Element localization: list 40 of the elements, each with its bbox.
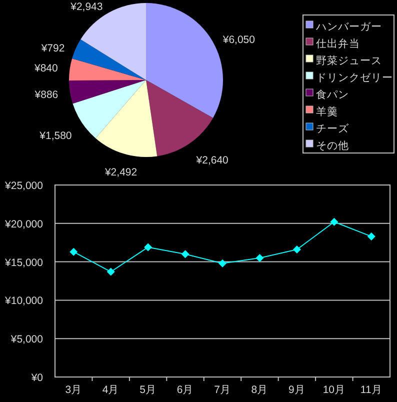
point bbox=[292, 246, 301, 254]
point bbox=[218, 259, 226, 268]
x-tick-label: 4月 bbox=[102, 384, 120, 396]
x-tick-label: 11月 bbox=[360, 384, 382, 396]
y-tick-label: ¥0 bbox=[30, 372, 44, 384]
y-tick-label: ¥5,000 bbox=[10, 334, 44, 346]
data-label: ¥2,640 bbox=[195, 154, 229, 166]
point bbox=[330, 218, 338, 226]
y-tick-label: ¥15,000 bbox=[4, 256, 44, 269]
point bbox=[256, 254, 264, 262]
x-tick-label: 3月 bbox=[65, 384, 82, 396]
y-tick-label: ¥10,000 bbox=[4, 295, 44, 308]
legend-label: ドリンクゼリー bbox=[316, 72, 393, 84]
point bbox=[70, 248, 78, 256]
data-label: ¥2,943 bbox=[70, 1, 103, 14]
legend-label: 野菜ジュース bbox=[316, 54, 382, 67]
data-label: ¥1,580 bbox=[38, 130, 72, 142]
x-tick-label: 8月 bbox=[251, 384, 268, 396]
x-tick-label: 7月 bbox=[214, 384, 231, 396]
data-label: ¥886 bbox=[34, 89, 58, 102]
x-tick-label: 5月 bbox=[140, 384, 156, 396]
legend-label: チーズ bbox=[316, 123, 350, 135]
y-tick-label: ¥20,000 bbox=[4, 218, 44, 230]
x-tick-label: 9月 bbox=[288, 384, 306, 396]
legend-label: 仕出弁当 bbox=[316, 37, 360, 50]
point bbox=[181, 250, 190, 258]
x-tick-label: 6月 bbox=[176, 384, 194, 396]
data-label: ¥2,492 bbox=[104, 166, 138, 178]
x-tick-label: 10月 bbox=[322, 384, 346, 396]
legend-label: 食パン bbox=[316, 89, 349, 101]
legend-label: 羊羹 bbox=[316, 105, 338, 118]
data-label: ¥792 bbox=[40, 42, 65, 55]
y-tick-label: ¥25,000 bbox=[4, 180, 44, 192]
legend-label: その他 bbox=[316, 140, 349, 152]
point bbox=[367, 232, 376, 240]
legend-label: ハンバーガー bbox=[315, 21, 382, 33]
data-label: ¥6,050 bbox=[222, 34, 256, 46]
point bbox=[106, 268, 115, 276]
data-label: ¥840 bbox=[33, 62, 58, 75]
point bbox=[144, 243, 152, 252]
